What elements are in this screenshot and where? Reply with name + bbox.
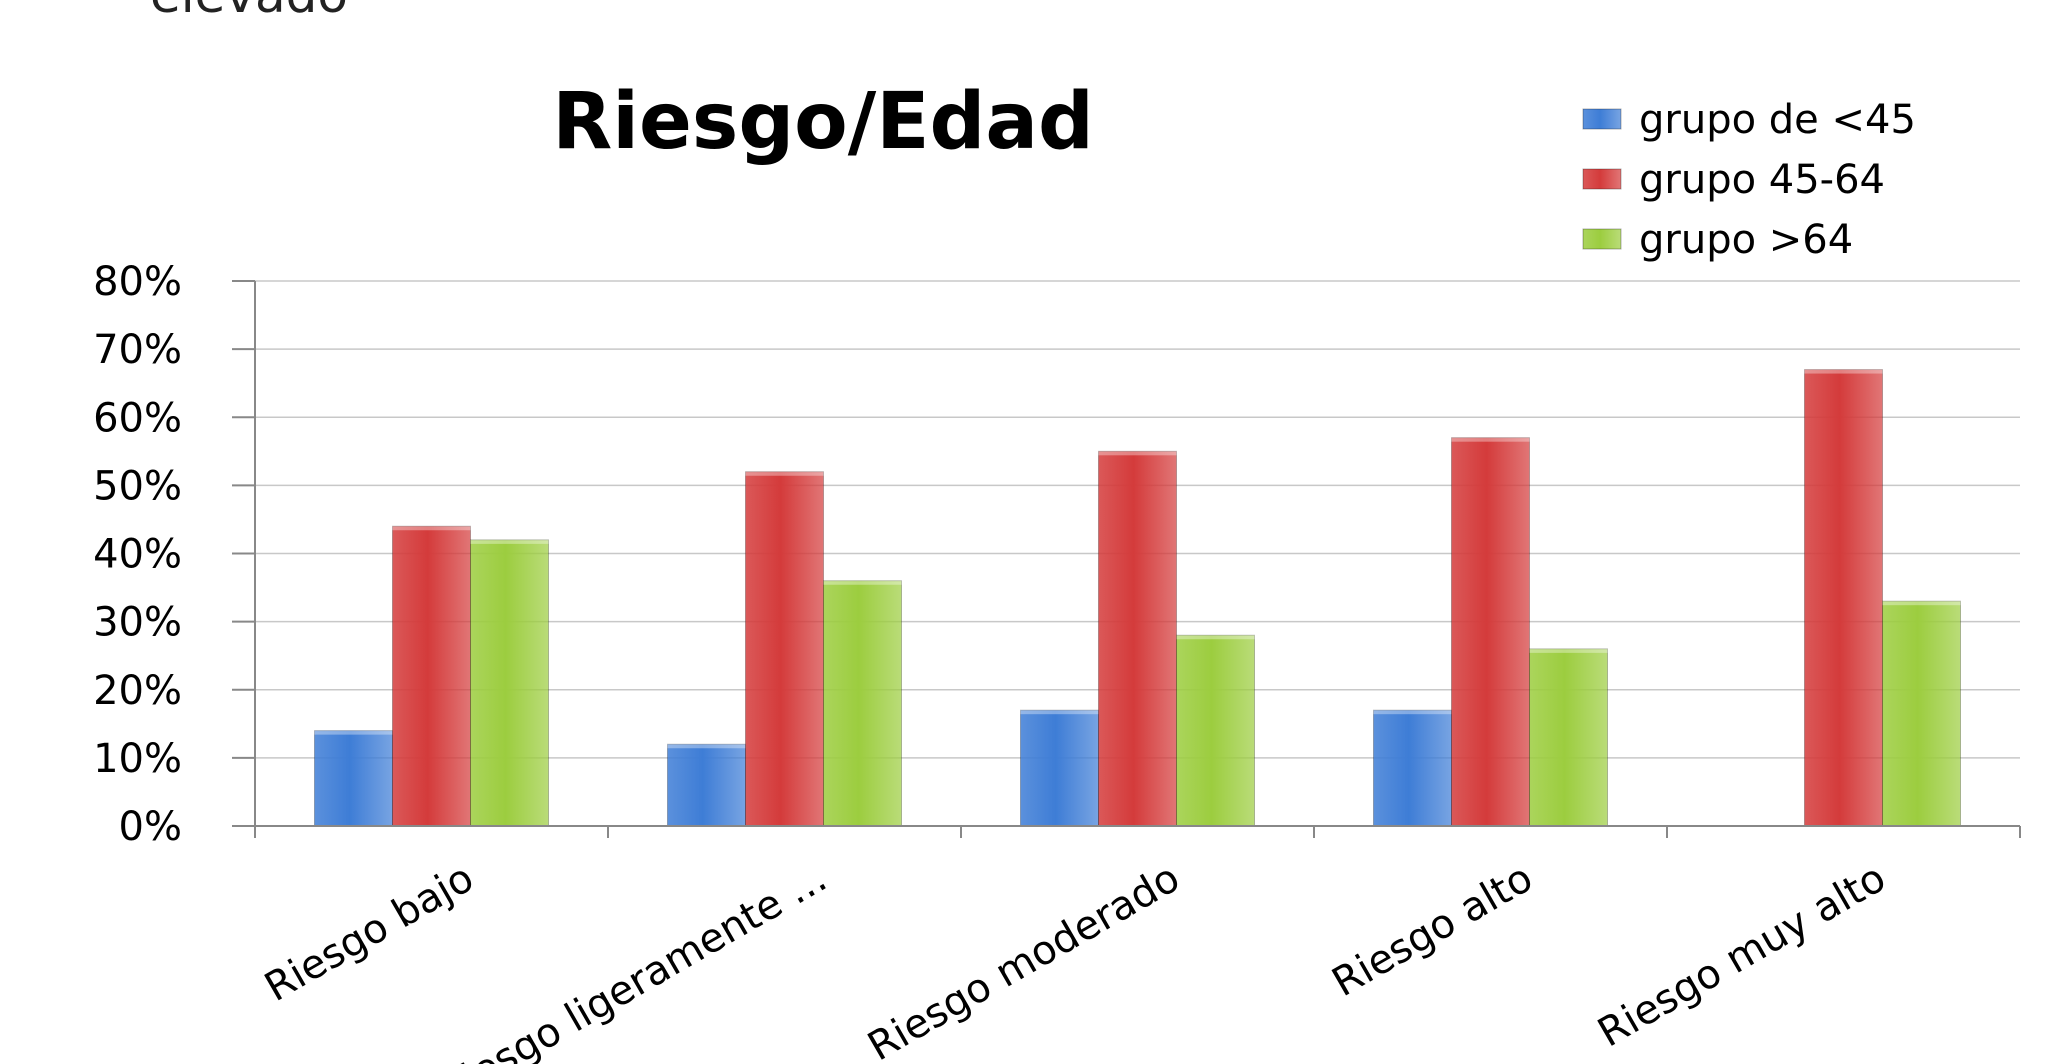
legend: grupo de <45 grupo 45-64 grupo >64 — [1582, 97, 1916, 263]
x-tick-label: Riesgo bajo — [257, 855, 481, 1011]
clipped-heading-fragment: elevado — [150, 0, 348, 24]
bar — [1176, 634, 1255, 827]
y-tick-label: 80% — [93, 259, 182, 305]
y-tick-label: 60% — [93, 395, 182, 441]
bar-highlight — [1804, 369, 1883, 374]
x-tick-label: Riesgo muy alto — [1590, 855, 1893, 1057]
x-tick-label: Riesgo alto — [1325, 855, 1541, 1006]
bar-highlight — [1451, 437, 1530, 442]
bar-highlight — [392, 526, 471, 531]
bar — [314, 730, 393, 827]
bar — [1373, 709, 1452, 827]
bar-highlight — [1882, 601, 1961, 606]
bar-highlight — [470, 539, 549, 544]
x-tick-label: Riesgo ligeramente ... — [430, 855, 834, 1064]
legend-label: grupo de <45 — [1639, 97, 1916, 143]
bar — [1804, 369, 1883, 827]
bar-highlight — [314, 730, 393, 735]
chart-title: Riesgo/Edad — [552, 77, 1094, 167]
legend-swatch — [1582, 228, 1622, 250]
bar — [667, 743, 746, 827]
bars-group — [314, 369, 1961, 827]
legend-label: grupo >64 — [1639, 217, 1853, 263]
y-tick-label: 40% — [93, 532, 182, 578]
bar-highlight — [1020, 710, 1099, 715]
y-tick-labels: 0% 10% 20% 30% 40% 50% 60% 70% 80% — [93, 259, 182, 850]
bar — [470, 539, 549, 827]
bar-highlight — [667, 744, 746, 749]
bar — [745, 471, 824, 827]
legend-swatch — [1582, 108, 1622, 130]
bar — [1529, 648, 1608, 827]
axes — [232, 280, 2021, 838]
legend-label: grupo 45-64 — [1639, 157, 1885, 203]
y-tick-label: 30% — [93, 600, 182, 646]
y-tick-label: 0% — [119, 804, 182, 850]
bar-highlight — [1529, 648, 1608, 653]
legend-swatch — [1582, 168, 1622, 190]
y-tick-label: 20% — [93, 668, 182, 714]
bar — [1098, 450, 1177, 827]
bar — [392, 525, 471, 827]
y-tick-label: 70% — [93, 327, 182, 373]
bar — [823, 580, 902, 827]
bar-highlight — [1176, 635, 1255, 640]
bar-highlight — [1373, 710, 1452, 715]
x-tick-label: Riesgo moderado — [860, 855, 1187, 1064]
bar — [1451, 437, 1530, 827]
y-tick-label: 10% — [93, 736, 182, 782]
bar-highlight — [1098, 451, 1177, 456]
bar-highlight — [823, 580, 902, 585]
bar — [1020, 709, 1099, 827]
bar — [1882, 600, 1961, 827]
bar-highlight — [745, 471, 824, 476]
y-tick-label: 50% — [93, 463, 182, 509]
